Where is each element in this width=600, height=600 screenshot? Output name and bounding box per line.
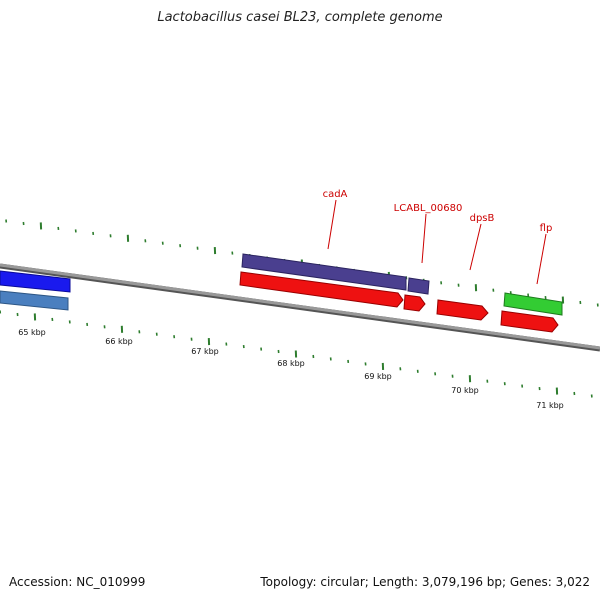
kbp-label-71: 71 kbp	[536, 401, 564, 410]
gene-label-LCABL_00680: LCABL_00680	[394, 203, 463, 214]
kbp-label-67: 67 kbp	[191, 347, 219, 356]
genome-backbone	[0, 263, 600, 350]
gene-cadA-red[interactable]	[239, 271, 404, 308]
gene-label-dpsB: dpsB	[470, 213, 495, 224]
kbp-label-68: 68 kbp	[277, 359, 305, 368]
kbp-label-70: 70 kbp	[451, 386, 479, 395]
kbp-label-65: 65 kbp	[18, 328, 46, 337]
gene-steelblue-forward[interactable]	[0, 290, 69, 311]
leader-dpsB	[469, 223, 482, 271]
gene-label-flp: flp	[540, 223, 553, 234]
map-title: Lactobacillus casei BL23, complete genom…	[157, 10, 443, 25]
gene-flp-red[interactable]	[500, 310, 559, 333]
kbp-label-69: 69 kbp	[364, 372, 392, 381]
gene-label-cadA: cadA	[323, 189, 348, 200]
genome-stats-text: Topology: circular; Length: 3,079,196 bp…	[260, 575, 590, 589]
gene-LCABL_00680-purple[interactable]	[407, 277, 430, 295]
gene-dpsB-red[interactable]	[436, 299, 489, 321]
gene-blue-forward[interactable]	[0, 270, 71, 293]
inner-tick-track	[0, 310, 593, 398]
leader-flp	[536, 233, 547, 285]
gene-flp-green[interactable]	[503, 292, 563, 316]
leader-LCABL_00680	[421, 213, 427, 264]
gene-LCABL_00680-red[interactable]	[403, 294, 426, 312]
accession-text: Accession: NC_010999	[9, 575, 146, 589]
kbp-label-66: 66 kbp	[105, 337, 133, 346]
leader-cadA	[327, 199, 337, 250]
gene-cadA-purple[interactable]	[241, 253, 407, 291]
